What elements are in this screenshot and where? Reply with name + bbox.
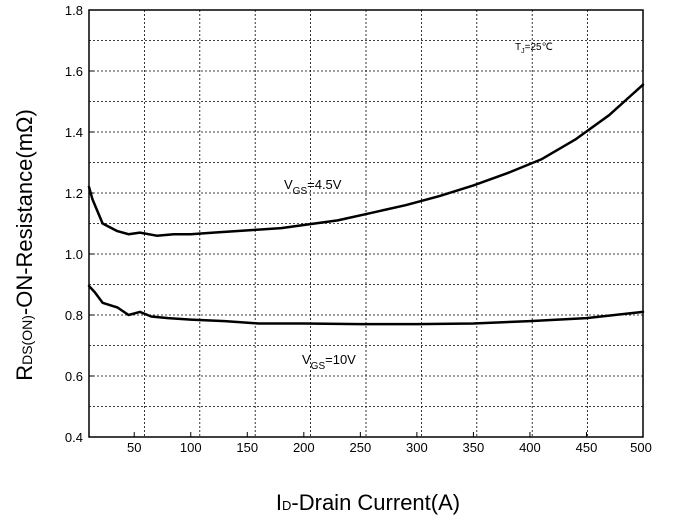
x-tick-label: 250 (349, 440, 371, 455)
x-tick-label: 150 (236, 440, 258, 455)
y-tick-label: 0.8 (65, 308, 83, 323)
plot-frame (88, 9, 644, 438)
y-tick-label: 1.8 (65, 3, 83, 18)
x-tick-label: 400 (519, 440, 541, 455)
x-tick-labels: 50 100 150 200 250 300 350 400 450 500 (127, 440, 652, 455)
x-tick-label: 50 (127, 440, 141, 455)
x-tick-label: 450 (576, 440, 598, 455)
series-line-vgs-4-5v (87, 83, 645, 237)
x-tick-label: 300 (406, 440, 428, 455)
x-tick-label: 500 (630, 440, 652, 455)
axis-ticks (89, 9, 644, 438)
annotation-tj: TJ=25℃ (515, 42, 553, 55)
y-tick-labels: 0.4 0.6 0.8 1.0 1.2 1.4 1.6 1.8 (65, 3, 83, 445)
x-tick-label: 200 (293, 440, 315, 455)
x-tick-label: 350 (463, 440, 485, 455)
grid-lines (89, 10, 643, 437)
y-tick-label: 1.6 (65, 64, 83, 79)
series-line-vgs-10v (87, 284, 645, 326)
y-tick-label: 1.2 (65, 186, 83, 201)
annotation-vgs-10: VGS=10V (302, 352, 356, 372)
series-lines (87, 83, 645, 326)
y-tick-label: 1.4 (65, 125, 83, 140)
y-tick-label: 0.6 (65, 369, 83, 384)
y-axis-title: RDS(ON)-ON-Resistance(mΩ) (12, 109, 37, 381)
x-axis-title: ID-Drain Current(A) (276, 490, 460, 515)
y-tick-label: 0.4 (65, 430, 83, 445)
y-tick-label: 1.0 (65, 247, 83, 262)
annotation-vgs-4-5: VGS=4.5V (284, 177, 342, 197)
x-tick-label: 100 (180, 440, 202, 455)
